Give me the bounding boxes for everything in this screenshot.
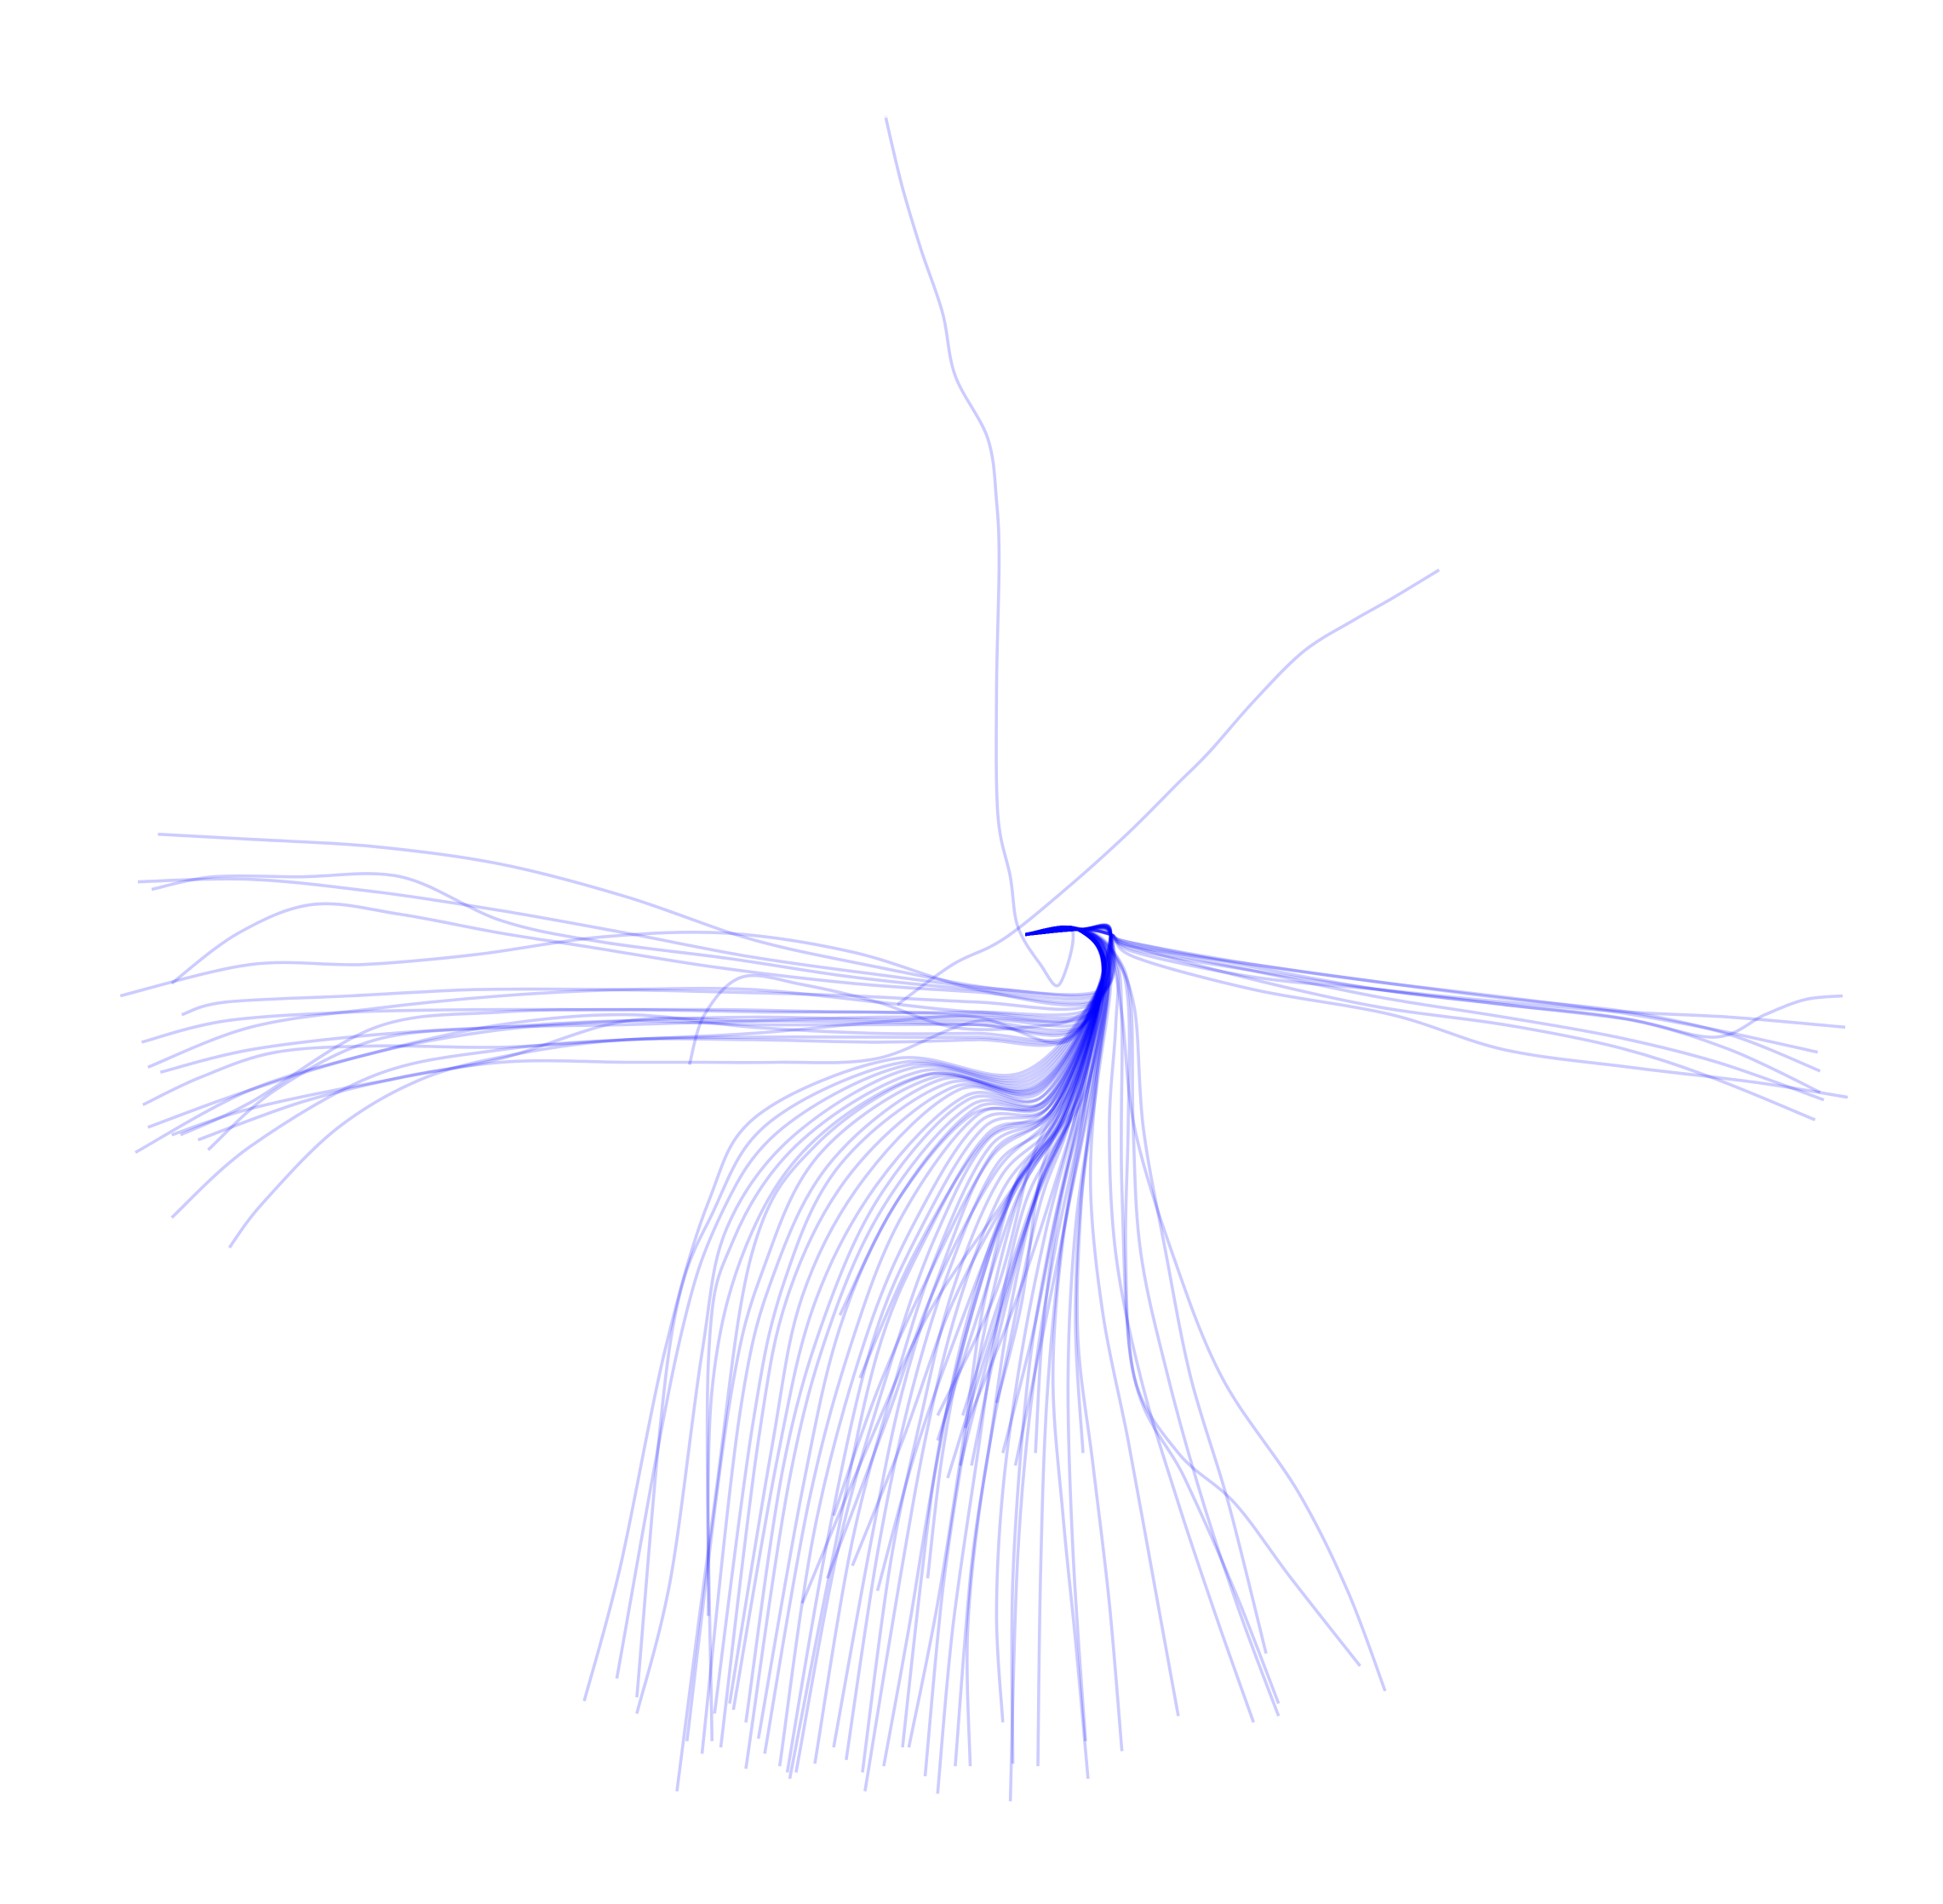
series-line-56 — [800, 925, 1105, 1604]
series-line-48 — [936, 926, 1105, 1417]
series-line-64 — [958, 926, 1105, 1466]
series-line-24 — [845, 925, 1106, 1761]
series-line-3 — [1025, 926, 1268, 1655]
series-line-50 — [1001, 926, 1111, 1454]
series-line-78 — [137, 877, 1115, 998]
series-line-75 — [1025, 927, 1819, 1054]
series-line-45 — [615, 925, 1107, 1679]
series-line-23 — [861, 925, 1105, 1773]
series-line-8 — [1025, 926, 1124, 1752]
series-line-26 — [813, 925, 1106, 1764]
series-line-79 — [151, 872, 1116, 1001]
series-line-86 — [142, 925, 1113, 1107]
series-line-51 — [946, 926, 1109, 1479]
series-line-37 — [719, 925, 1106, 1748]
series-line-33 — [744, 925, 1106, 1769]
series-line-28 — [788, 925, 1106, 1780]
series-line-77 — [158, 832, 1117, 996]
series-line-16 — [954, 926, 1105, 1767]
series-line-96 — [897, 568, 1441, 1006]
series-line-36 — [728, 925, 1106, 1704]
series-line-63 — [1025, 926, 1106, 1454]
series-line-1 — [1025, 926, 1361, 1667]
series-line-61 — [832, 925, 1106, 1517]
series-line-14 — [994, 926, 1105, 1723]
series-line-82 — [181, 926, 1114, 1017]
series-line-54 — [960, 926, 1108, 1416]
series-line-80 — [170, 902, 1115, 1005]
series-line-9 — [1025, 926, 1110, 1741]
series-line-6 — [1025, 926, 1255, 1723]
series-line-83 — [140, 925, 1113, 1044]
series-line-34 — [744, 925, 1106, 1723]
series-line-95 — [884, 116, 1075, 988]
series-line-68 — [687, 926, 1111, 1065]
series-line-57 — [851, 925, 1105, 1567]
series-line-18 — [923, 926, 1105, 1777]
series-line-42 — [706, 925, 1107, 1616]
series-line-92 — [227, 923, 1113, 1249]
series-line-17 — [936, 926, 1105, 1794]
series-line-65 — [936, 926, 1105, 1442]
series-line-21 — [882, 925, 1105, 1767]
series-line-47 — [582, 925, 1107, 1702]
series-line-20 — [901, 925, 1105, 1748]
series-line-35 — [731, 925, 1106, 1711]
series-line-49 — [994, 926, 1108, 1404]
series-line-12 — [1008, 926, 1108, 1802]
series-line-46 — [635, 925, 1107, 1698]
series-line-41 — [675, 925, 1107, 1792]
series-line-55 — [970, 926, 1105, 1466]
series-line-81 — [119, 926, 1114, 1007]
series-line-89 — [207, 924, 1113, 1151]
series-line-94 — [180, 923, 1113, 1137]
series-line-93 — [170, 923, 1113, 1219]
series-line-2 — [1025, 926, 1281, 1717]
series-line-87 — [171, 924, 1113, 1137]
series-line-58 — [875, 925, 1105, 1591]
series-line-70 — [1025, 927, 1821, 1094]
series-line-30 — [777, 925, 1106, 1767]
series-line-74 — [1025, 927, 1846, 1029]
series-line-29 — [785, 925, 1106, 1773]
series-line-39 — [700, 925, 1106, 1754]
series-line-15 — [966, 926, 1105, 1767]
series-line-91 — [135, 923, 1113, 1154]
series-line-5 — [1025, 926, 1281, 1705]
series-line-53 — [1013, 926, 1110, 1466]
series-line-7 — [1025, 926, 1180, 1717]
series-line-27 — [794, 925, 1106, 1773]
series-line-62 — [1025, 926, 1113, 1454]
series-line-43 — [705, 925, 1107, 1741]
series-line-40 — [685, 925, 1106, 1742]
series-line-22 — [863, 925, 1105, 1792]
series-line-59 — [826, 925, 1106, 1580]
series-line-38 — [713, 925, 1106, 1714]
series-line-84 — [147, 925, 1113, 1069]
series-line-11 — [1025, 926, 1108, 1767]
series-line-25 — [832, 925, 1106, 1748]
series-line-60 — [926, 925, 1105, 1579]
series-line-66 — [858, 925, 1106, 1379]
series-line-67 — [838, 925, 1106, 1316]
series-line-44 — [635, 925, 1107, 1714]
series-line-69 — [1025, 927, 1821, 1073]
series-line-85 — [159, 925, 1113, 1074]
series-layer — [119, 116, 1848, 1802]
series-line-76 — [1025, 927, 1848, 1099]
series-line-4 — [1025, 926, 1387, 1692]
series-line-72 — [1025, 927, 1816, 1121]
series-line-88 — [147, 924, 1113, 1129]
series-line-10 — [1025, 926, 1108, 1780]
series-line-52 — [963, 926, 1105, 1429]
series-line-71 — [1025, 927, 1825, 1102]
series-line-31 — [763, 925, 1106, 1754]
series-line-13 — [1010, 926, 1105, 1764]
series-line-32 — [756, 925, 1106, 1740]
series-line-19 — [907, 926, 1105, 1748]
series-line-73 — [1025, 927, 1843, 1039]
series-line-90 — [197, 924, 1113, 1142]
